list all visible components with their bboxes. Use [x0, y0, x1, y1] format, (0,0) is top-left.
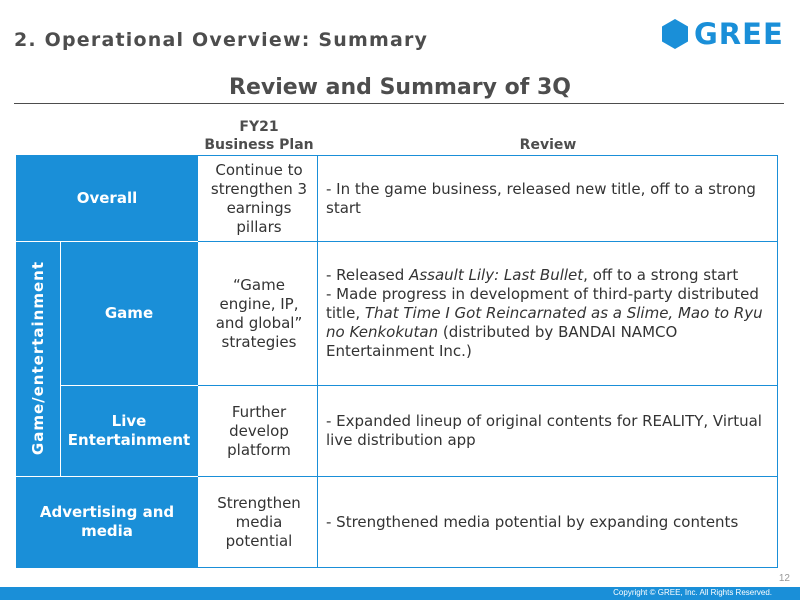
column-divider [60, 241, 61, 476]
title-underline [14, 103, 784, 104]
row-group-game-entertainment: Game/entertainment [16, 241, 61, 476]
review-text-game: - Released Assault Lily: Last Bullet, of… [326, 266, 771, 361]
row-label-game: Game [60, 241, 198, 385]
plan-text-live: Further develop platform [227, 402, 291, 459]
slide-title: Review and Summary of 3Q [229, 75, 571, 100]
group-label-game-entertainment: Game/entertainment [29, 261, 47, 456]
review-text-live: - Expanded lineup of original contents f… [326, 412, 762, 449]
row-label-advertising: Advertising and media [16, 476, 198, 568]
review-cell-advertising: - Strengthened media potential by expand… [317, 476, 778, 568]
review-column-header: Review [519, 137, 577, 153]
plan-header-year: FY21 [239, 119, 279, 135]
row-label-live-entertainment: Live Entertainment [60, 385, 198, 476]
row-label-live-text: Live Entertainment [67, 411, 191, 449]
logo-text: GREE [694, 16, 784, 51]
review-game-2a: - Made progress in development of third-… [326, 285, 759, 322]
row-divider [16, 476, 198, 477]
plan-cell-live: Further develop platform [197, 385, 321, 477]
row-divider [60, 385, 198, 386]
row-label-game-text: Game [104, 303, 154, 322]
plan-text-overall: Continue to strengthen 3 earnings pillar… [210, 160, 308, 236]
row-divider [16, 241, 198, 242]
row-label-overall: Overall [16, 155, 198, 241]
review-game-2c: (distributed by BANDAI NAMCO Entertainme… [326, 323, 678, 360]
review-game-line-1: - Released Assault Lily: Last Bullet, of… [326, 266, 771, 285]
review-game-line-2: - Made progress in development of third-… [326, 285, 771, 361]
review-game-1a: - Released [326, 266, 410, 284]
title-assault-lily: Assault Lily: Last Bullet [409, 266, 584, 284]
plan-text-game: “Game engine, IP, and global” strategies [215, 275, 303, 351]
page-number: 12 [778, 573, 790, 584]
review-cell-overall: - In the game business, released new tit… [317, 155, 778, 242]
section-title: 2. Operational Overview: Summary [14, 29, 429, 51]
review-text-overall: - In the game business, released new tit… [326, 179, 756, 217]
review-cell-game: - Released Assault Lily: Last Bullet, of… [317, 241, 778, 386]
plan-column-header: FY21 Business Plan [197, 118, 321, 154]
review-cell-live: - Expanded lineup of original contents f… [317, 385, 778, 477]
plan-cell-game: “Game engine, IP, and global” strategies [197, 241, 321, 386]
title-slime: That Time I Got Reincarnated as a Slime,… [326, 304, 763, 341]
row-label-advertising-text: Advertising and media [39, 503, 175, 540]
hexagon-logo-icon [662, 19, 688, 49]
plan-cell-advertising: Strengthen media potential [197, 476, 321, 568]
row-label-overall-text: Overall [76, 188, 138, 207]
copyright-text: Copyright © GREE, Inc. All Rights Reserv… [613, 588, 772, 597]
gree-logo: GREE [660, 18, 784, 50]
review-text-advertising: - Strengthened media potential by expand… [326, 512, 739, 531]
plan-text-advertising: Strengthen media potential [217, 493, 301, 550]
review-game-1c: , off to a strong start [583, 266, 739, 284]
plan-cell-overall: Continue to strengthen 3 earnings pillar… [197, 155, 321, 242]
footer-bar: Copyright © GREE, Inc. All Rights Reserv… [0, 587, 800, 600]
plan-header-label: Business Plan [204, 137, 314, 153]
